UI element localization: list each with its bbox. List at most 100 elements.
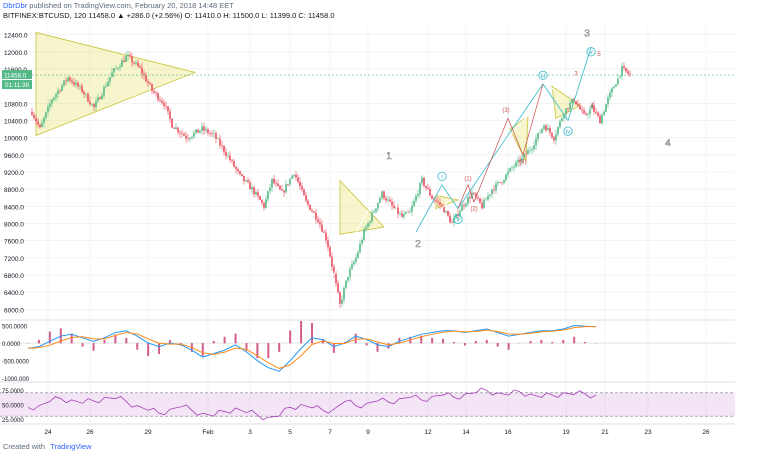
- candle-body: [253, 187, 255, 195]
- candle-body: [385, 198, 387, 201]
- candle-body: [611, 88, 613, 93]
- time-tick-label: 5: [288, 429, 292, 436]
- macd-histogram-bar: [300, 320, 303, 344]
- macd-histogram-bar: [332, 343, 335, 353]
- candle-body: [87, 93, 89, 102]
- minor-wave-marker: [437, 171, 447, 181]
- candle-body: [397, 207, 399, 214]
- candle-body: [39, 124, 41, 128]
- candle-body: [455, 213, 457, 219]
- candle-body: [143, 73, 145, 76]
- candle-body: [381, 191, 383, 199]
- time-tick-label: 16: [504, 429, 512, 436]
- candle-body: [461, 205, 463, 212]
- candle-body: [485, 199, 487, 201]
- candle-body: [425, 185, 427, 188]
- macd-axis[interactable]: 500.0000 0.0000 -500.0000 -1000.000: [2, 325, 30, 384]
- candle-body: [319, 221, 321, 225]
- candle-body: [271, 178, 273, 188]
- macd-histogram-bar: [92, 343, 95, 351]
- candle-body: [217, 138, 219, 140]
- rsi-axis[interactable]: 75.0000 50.0000 25.0000: [2, 389, 24, 424]
- macd-histogram-bar: [431, 337, 434, 344]
- candle-body: [93, 103, 95, 108]
- macd-histogram-bar: [234, 333, 237, 344]
- time-tick-label: 14: [462, 429, 470, 436]
- price-axis[interactable]: 12400.012000.011600.010800.010400.010000…: [2, 33, 735, 315]
- candle-body: [137, 62, 139, 67]
- candle-body: [557, 126, 559, 135]
- candle-body: [365, 227, 367, 230]
- macd-histogram-bar: [529, 340, 532, 344]
- candle-body: [559, 120, 561, 127]
- candle-body: [211, 133, 213, 134]
- candle-body: [135, 62, 137, 64]
- candle-body: [247, 180, 249, 183]
- candle-body: [61, 85, 63, 91]
- candle-body: [59, 90, 61, 92]
- wave-label-3: 3: [584, 29, 590, 40]
- candle-body: [343, 288, 345, 300]
- sub-wave-line: [457, 83, 544, 209]
- candle-body: [351, 264, 353, 269]
- candle-body: [207, 129, 209, 134]
- candle-body: [575, 101, 577, 105]
- triangle-patterns: [35, 31, 581, 235]
- time-axis[interactable]: 24 26 29 Feb 3 5 7 9 12 14 16 19 21 23 26: [0, 423, 735, 436]
- published-text: published on TradingView.com, February 2…: [29, 1, 234, 10]
- candle-body: [341, 299, 343, 304]
- candle-body: [117, 68, 119, 69]
- rsi-tick-label: 50.0000: [2, 403, 24, 409]
- candle-body: [37, 121, 39, 125]
- candle-body: [103, 87, 105, 96]
- candle-body: [223, 145, 225, 153]
- candle-body: [419, 183, 421, 195]
- candle-body: [309, 204, 311, 211]
- candle-body: [361, 240, 363, 244]
- minor-wave-label-iv: iv: [566, 129, 571, 136]
- time-tick-label: 7: [328, 429, 332, 436]
- candle-body: [293, 174, 295, 176]
- candle-body: [417, 194, 419, 196]
- macd-histogram-bar: [507, 343, 510, 350]
- tradingview-logo-link[interactable]: TradingView: [50, 442, 92, 451]
- author-link[interactable]: DbrDbr: [3, 1, 28, 10]
- ohlc-values: 11458.0 ▲ +286.0 (+2.56%) O: 11410.0 H: …: [88, 11, 335, 20]
- rsi-tick-label: 25.0000: [2, 418, 24, 424]
- price-tick-label: 6400.0: [4, 290, 24, 297]
- macd-histogram-bar: [256, 343, 259, 359]
- candle-body: [195, 129, 197, 133]
- candle-body: [599, 115, 601, 124]
- candle-body: [493, 189, 495, 191]
- candle-body: [91, 103, 93, 105]
- time-tick-label: 3: [248, 429, 252, 436]
- candle-body: [547, 128, 549, 131]
- candle-body: [107, 81, 109, 87]
- candle-body: [339, 292, 341, 304]
- candle-body: [451, 222, 453, 223]
- rsi-band: [0, 392, 735, 417]
- candle-body: [565, 108, 567, 115]
- macd-histogram-bar: [365, 343, 368, 346]
- time-tick-label: 26: [86, 429, 94, 436]
- candle-body: [289, 178, 291, 185]
- candle-body: [525, 154, 527, 155]
- macd-histogram-bar: [420, 335, 423, 344]
- candle-body: [89, 101, 91, 105]
- candle-body: [545, 125, 547, 131]
- price-tick-label: 8800.0: [4, 187, 24, 194]
- candle-body: [249, 182, 251, 190]
- candle-body: [355, 257, 357, 262]
- candle-body: [577, 104, 579, 106]
- macd-histogram-bar: [551, 342, 554, 344]
- candle-body: [151, 84, 153, 91]
- candle-body: [57, 90, 59, 95]
- triangle-pattern-2: [339, 179, 385, 235]
- candle-body: [175, 127, 177, 129]
- candle-body: [257, 192, 259, 197]
- candle-body: [539, 132, 541, 134]
- candle-body: [489, 194, 491, 196]
- candle-body: [423, 177, 425, 186]
- candle-body: [245, 180, 247, 182]
